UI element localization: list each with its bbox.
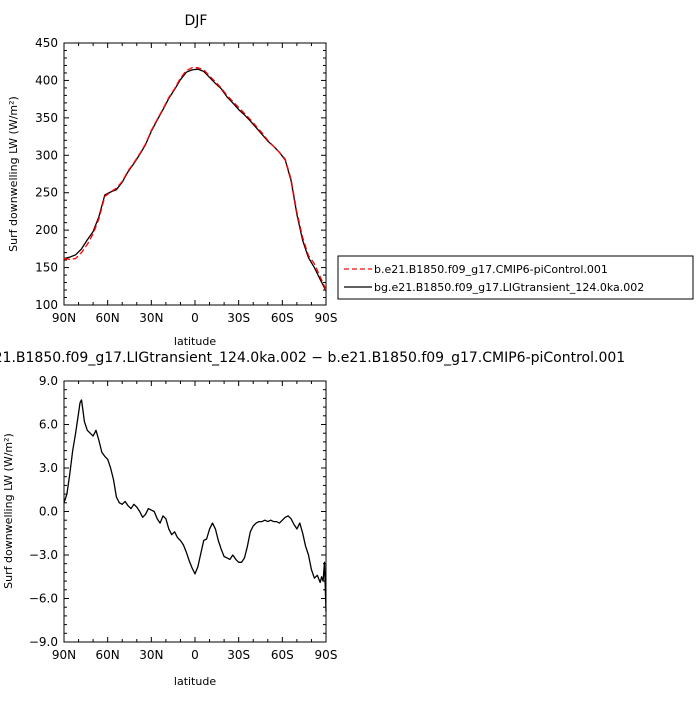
bottom-x-tick-labels: 90N 60N 30N 0 30S 60S 90S (52, 648, 338, 662)
y-tick-label: 0.0 (39, 505, 58, 519)
x-tick-label: 90N (52, 311, 76, 325)
series-line-control (63, 67, 327, 291)
legend: b.e21.B1850.f09_g17.CMIP6-piControl.001 … (337, 255, 694, 300)
y-tick-label: 200 (35, 223, 58, 237)
legend-label-control: b.e21.B1850.f09_g17.CMIP6-piControl.001 (374, 263, 608, 276)
bottom-chart-title: bg.e21.B1850.f09_g17.LIGtransient_124.0k… (0, 350, 625, 366)
series-line-lig (63, 68, 327, 292)
y-tick-label: 450 (35, 36, 58, 50)
series-line-difference (63, 399, 327, 612)
bottom-series-lines (63, 399, 327, 612)
bottom-y-tick-labels: −9.0 −6.0 −3.0 0.0 3.0 6.0 9.0 (29, 374, 58, 649)
top-series-lines (63, 67, 327, 292)
top-x-tick-labels: 90N 60N 30N 0 30S 60S 90S (52, 311, 338, 325)
y-tick-label: 350 (35, 111, 58, 125)
top-x-axis-label: latitude (174, 335, 216, 348)
x-tick-label: 60S (271, 311, 294, 325)
y-tick-label: 250 (35, 186, 58, 200)
y-tick-label: −6.0 (29, 592, 58, 606)
y-tick-label: −9.0 (29, 635, 58, 649)
legend-label-lig: bg.e21.B1850.f09_g17.LIGtransient_124.0k… (374, 281, 644, 294)
x-tick-label: 60N (96, 311, 120, 325)
x-tick-label: 90S (315, 311, 338, 325)
y-tick-label: 300 (35, 148, 58, 162)
top-ticks (63, 42, 327, 306)
x-tick-label: 90N (52, 648, 76, 662)
bottom-x-axis-label: latitude (174, 675, 216, 688)
y-tick-label: 3.0 (39, 461, 58, 475)
bottom-plot-frame (63, 380, 327, 643)
top-chart-title: DJF (185, 13, 208, 29)
bottom-y-axis-label: Surf downwelling LW (W/m²) (2, 433, 15, 589)
x-tick-label: 30S (227, 648, 250, 662)
top-y-tick-labels: 100 150 200 250 300 350 400 450 (35, 36, 58, 312)
bottom-ticks (63, 380, 327, 643)
top-y-axis-label: Surf downwelling LW (W/m²) (7, 96, 20, 252)
y-tick-label: 400 (35, 73, 58, 87)
x-tick-label: 30N (139, 648, 163, 662)
x-tick-label: 60S (271, 648, 294, 662)
x-tick-label: 0 (191, 311, 199, 325)
top-plot-frame (63, 42, 327, 306)
x-tick-label: 0 (191, 648, 199, 662)
y-tick-label: 150 (35, 261, 58, 275)
y-tick-label: 6.0 (39, 418, 58, 432)
x-tick-label: 30S (227, 311, 250, 325)
x-tick-label: 30N (139, 311, 163, 325)
y-tick-label: 100 (35, 298, 58, 312)
legend-box (337, 255, 694, 300)
x-tick-label: 90S (315, 648, 338, 662)
top-panel: DJF 100 150 200 250 300 350 400 450 90N 60N 30N 0 3… (7, 13, 337, 348)
bottom-panel: bg.e21.B1850.f09_g17.LIGtransient_124.0k… (0, 350, 625, 688)
y-tick-label: 9.0 (39, 374, 58, 388)
x-tick-label: 60N (96, 648, 120, 662)
y-tick-label: −3.0 (29, 548, 58, 562)
